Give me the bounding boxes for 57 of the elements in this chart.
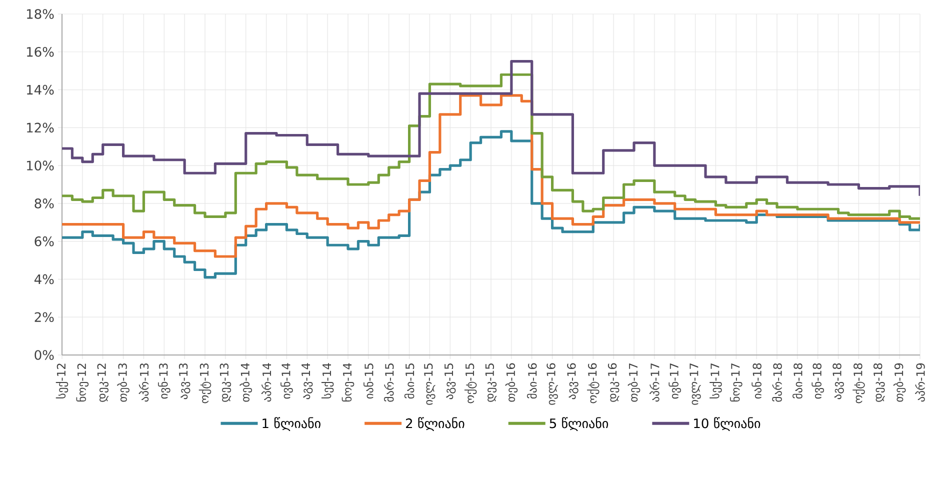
x-tick-label: თებ-14 [240, 363, 252, 402]
legend-label: 5 წლიანი [550, 417, 608, 432]
x-tick-label: თებ-19 [893, 363, 906, 402]
x-tick-label: სექ-17 [710, 364, 722, 398]
x-tick-label: აპრ-13 [138, 363, 149, 402]
y-tick-label: 4% [34, 274, 54, 284]
x-tick-label: აგვ-16 [567, 363, 578, 400]
y-tick-label: 16% [27, 46, 54, 57]
x-tick-label: აგვ-18 [832, 363, 844, 400]
x-tick-label: ივნ-17 [668, 364, 682, 399]
x-tick-label: დეკ-15 [485, 364, 497, 402]
x-tick-label: სექ-12 [56, 364, 68, 398]
x-tick-label: მაი-18 [792, 363, 802, 399]
legend-label: 10 წლიანი [694, 417, 760, 432]
x-tick-label: იან-15 [364, 364, 374, 399]
x-tick-label: ნოე-14 [342, 363, 354, 402]
legend-label: 1 წლიანი [262, 417, 320, 432]
y-tick-label: 14% [27, 84, 54, 95]
x-tick-label: თებ-17 [628, 364, 640, 402]
x-tick-label: აპრ-17 [650, 364, 660, 402]
x-tick-label: მაი-16 [526, 363, 537, 399]
x-tick-label: ივნ-13 [158, 363, 170, 399]
y-tick-label: 6% [34, 236, 54, 246]
x-tick-label: ივლ-17 [690, 364, 701, 405]
x-tick-label: დეკ-13 [220, 363, 232, 402]
x-tick-label: თებ-13 [117, 363, 130, 402]
x-tick-label: ივლ-15 [424, 364, 436, 405]
y-tick-label: 12% [27, 122, 54, 133]
x-tick-label: თებ-16 [505, 363, 518, 402]
x-tick-label: აგვ-13 [178, 363, 190, 400]
y-tick-label: 2% [34, 312, 54, 322]
x-tick-label: ოქტ-16 [587, 363, 600, 404]
legend-label: 2 წლიანი [406, 417, 464, 432]
x-tick-label: აპრ-19 [915, 363, 925, 402]
x-tick-label: სექ-14 [321, 363, 334, 398]
x-tick-label: მაი-15 [404, 364, 414, 399]
x-tick-label: ოქტ-18 [852, 363, 865, 404]
x-tick-label: დეკ-12 [97, 364, 108, 402]
x-tick-label: ივნ-14 [280, 363, 293, 399]
x-tick-label: მარ-18 [772, 363, 782, 402]
x-tick-label: ივნ-18 [812, 363, 824, 399]
x-tick-label: მარ-15 [384, 364, 394, 402]
x-tick-label: დეკ-18 [874, 363, 885, 402]
x-tick-label: ივლ-16 [546, 363, 558, 405]
y-tick-label: 0% [34, 350, 54, 360]
x-tick-label: ოქტ-15 [464, 364, 477, 404]
y-tick-label: 10% [27, 160, 54, 170]
x-tick-label: დეკ-16 [608, 363, 620, 402]
x-tick-label: აგვ-15 [444, 364, 456, 400]
y-tick-label: 8% [34, 198, 54, 208]
y-tick-label: 18% [27, 9, 54, 19]
x-tick-label: იან-18 [752, 363, 762, 399]
x-tick-label: ნოე-17 [730, 364, 742, 402]
x-tick-label: ნოე-12 [76, 364, 89, 402]
x-tick-label: ოქტ-13 [198, 363, 212, 404]
x-tick-label: აპრ-14 [261, 363, 272, 402]
x-tick-label: აგვ-14 [302, 363, 313, 400]
